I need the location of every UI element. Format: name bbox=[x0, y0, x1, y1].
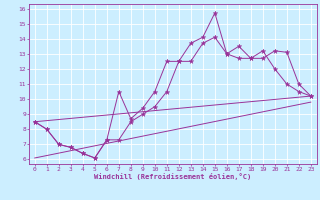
X-axis label: Windchill (Refroidissement éolien,°C): Windchill (Refroidissement éolien,°C) bbox=[94, 173, 252, 180]
